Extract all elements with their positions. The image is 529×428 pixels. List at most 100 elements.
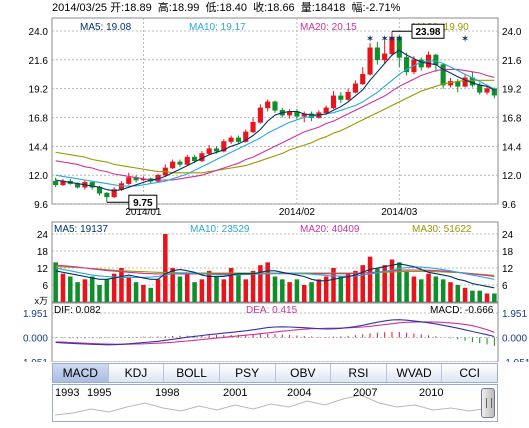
candle-body bbox=[382, 53, 388, 61]
volume-bar bbox=[323, 276, 329, 302]
volume-bar bbox=[177, 276, 183, 302]
y-tick-label-left: 24 bbox=[37, 230, 49, 241]
y-tick-label-right: 1.951 bbox=[502, 309, 527, 320]
volume-bar bbox=[68, 276, 73, 302]
y-tick-label-right: 16.8 bbox=[502, 114, 522, 125]
svg-text:2014/03/25 开:18.89: 2014/03/25 开:18.89 高:18.99 低:18.40 收:18.… bbox=[52, 0, 401, 14]
volume-bar bbox=[470, 290, 475, 302]
tab-psy[interactable]: PSY bbox=[219, 364, 276, 382]
candle-body bbox=[170, 161, 176, 169]
ma20-line bbox=[55, 68, 495, 181]
candle-body bbox=[272, 101, 278, 111]
header-high: 高:18.99 bbox=[158, 0, 200, 14]
candle-body bbox=[250, 122, 256, 133]
candle-body bbox=[462, 77, 468, 87]
history-timeline[interactable]: 1993 1995 1998 2001 2004 2007 2010 bbox=[52, 384, 498, 422]
volume-panel: 24 24 18 18 12 12 6 6 x万 MA5: 19137 MA10: 23529 MA2… bbox=[34, 221, 514, 306]
volume-bar bbox=[375, 268, 380, 302]
tab-macd[interactable]: MACD bbox=[53, 364, 109, 382]
candle-body bbox=[184, 156, 190, 165]
candle-body bbox=[228, 137, 234, 142]
volume-bar bbox=[199, 279, 205, 302]
volume-bar bbox=[119, 268, 124, 302]
candle-body bbox=[338, 95, 344, 100]
candle-body bbox=[404, 57, 410, 73]
tab-obv[interactable]: OBV bbox=[275, 364, 332, 382]
timeline-year: 2007 bbox=[353, 387, 378, 399]
min-label-box bbox=[128, 194, 158, 210]
y-tick-label-right: 21.6 bbox=[502, 56, 522, 67]
volume-bar bbox=[192, 282, 197, 302]
candle-body bbox=[192, 156, 198, 162]
volume-bar bbox=[148, 287, 153, 302]
volume-bar bbox=[338, 276, 344, 302]
x-tick-label: 2014/03 bbox=[381, 207, 418, 218]
y-tick-label-right: 14.4 bbox=[502, 142, 522, 153]
timeline-drag-handle[interactable] bbox=[481, 388, 495, 418]
y-tick-label-left: 18 bbox=[37, 247, 49, 258]
y-tick-label-left: 21.6 bbox=[29, 56, 49, 67]
candle-body bbox=[126, 177, 132, 184]
y-tick-label-left: -1.951 bbox=[20, 358, 49, 362]
y-tick-label-left: 0.000 bbox=[23, 334, 48, 345]
volume-bar bbox=[484, 293, 490, 302]
y-tick-label-left: 6 bbox=[42, 281, 48, 292]
candle-body bbox=[352, 83, 358, 93]
timeline-year: 2001 bbox=[223, 387, 248, 399]
legend-entry: MA10: 23529 bbox=[190, 224, 250, 235]
tab-boll[interactable]: BOLL bbox=[164, 364, 220, 382]
y-tick-label-right: 24.0 bbox=[502, 27, 522, 38]
y-tick-label-left: 16.8 bbox=[29, 114, 49, 125]
y-tick-label-right: 12 bbox=[502, 264, 514, 275]
volume-bar bbox=[448, 282, 453, 302]
macd-panel: 1.951 1.951 0.000 0.000 -1.951 -1.951 DIF: 0.0… bbox=[20, 302, 529, 362]
volume-bar bbox=[455, 285, 461, 302]
volume-bar bbox=[294, 279, 300, 302]
candle-body bbox=[396, 36, 402, 58]
volume-bar bbox=[60, 273, 66, 302]
candle-body bbox=[477, 84, 483, 93]
volume-bar bbox=[236, 273, 241, 302]
indicator-tabs: MACD KDJ BOLL PSY OBV RSI WVAD CCI bbox=[52, 363, 498, 383]
volume-bar bbox=[163, 234, 168, 302]
volume-bar bbox=[418, 279, 424, 302]
volume-bar bbox=[353, 270, 358, 302]
volume-bar bbox=[97, 285, 102, 302]
volume-bar bbox=[221, 279, 227, 302]
volume-bar bbox=[111, 273, 117, 302]
tab-wvad[interactable]: WVAD bbox=[386, 364, 443, 382]
candle-body bbox=[374, 47, 380, 61]
volume-bar bbox=[477, 290, 482, 302]
volume-bar bbox=[433, 276, 439, 302]
candle-body bbox=[330, 95, 337, 109]
candle-body bbox=[235, 137, 242, 142]
timeline-year: 2004 bbox=[287, 387, 312, 399]
volume-bar bbox=[411, 276, 417, 302]
volume-bar bbox=[170, 268, 175, 302]
volume-bar bbox=[104, 279, 110, 302]
volume-bar bbox=[316, 279, 322, 302]
volume-bar bbox=[360, 265, 366, 302]
candle-body bbox=[345, 91, 351, 100]
volume-bar bbox=[243, 279, 249, 302]
max-label-box bbox=[411, 23, 445, 39]
ma30-line bbox=[55, 79, 495, 174]
candle-body bbox=[243, 131, 249, 142]
tab-cci[interactable]: CCI bbox=[442, 364, 497, 382]
event-marker-icon: ✶ bbox=[388, 34, 396, 45]
event-marker-icon: ✶ bbox=[366, 34, 374, 45]
header-close: 收:18.66 bbox=[253, 0, 295, 14]
price-panel: 24.0 24.0 21.6 21.6 19.2 19.2 16.8 16.8 14.4 14.4… bbox=[29, 17, 522, 218]
quote-header: 2014/03/25 开:18.89 高:18.99 低:18.40 收:18.… bbox=[52, 0, 401, 14]
tab-rsi[interactable]: RSI bbox=[331, 364, 387, 382]
y-tick-label-left: 19.2 bbox=[29, 85, 49, 96]
legend-entry: MACD: -0.666 bbox=[430, 305, 494, 316]
candle-body bbox=[389, 36, 395, 55]
y-tick-label-right: 6 bbox=[502, 281, 508, 292]
tab-kdj[interactable]: KDJ bbox=[108, 364, 165, 382]
timeline-year: 1998 bbox=[155, 387, 180, 399]
legend-entry: DIF: 0.082 bbox=[54, 305, 101, 316]
timeline-year: 1993 bbox=[55, 387, 80, 399]
candle-body bbox=[484, 88, 490, 93]
volume-bar bbox=[258, 265, 263, 302]
